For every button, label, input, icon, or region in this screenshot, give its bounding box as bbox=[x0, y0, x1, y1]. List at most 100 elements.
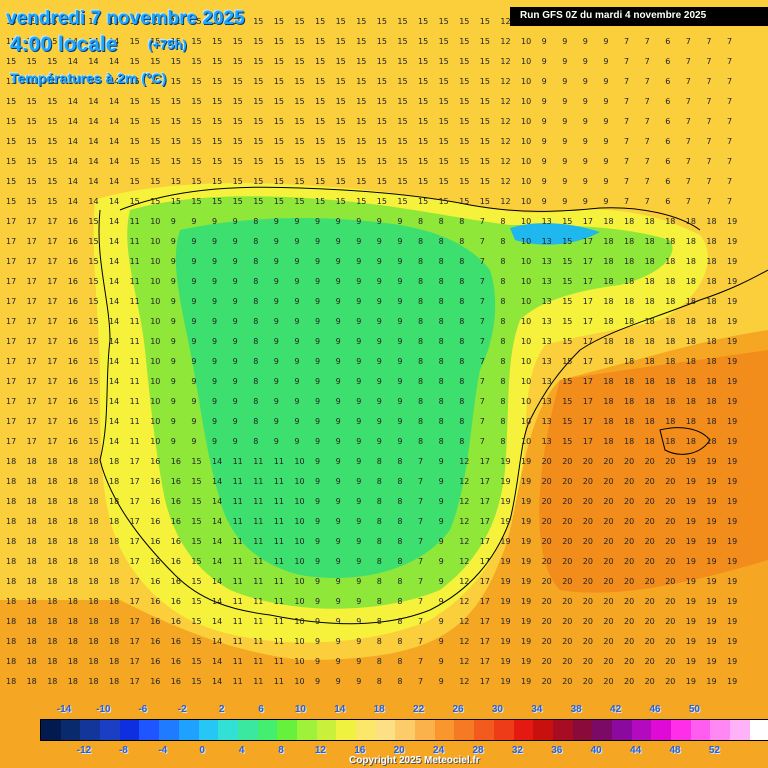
grid-value: 16 bbox=[68, 237, 78, 246]
grid-value: 18 bbox=[47, 657, 57, 666]
grid-value: 8 bbox=[459, 437, 464, 446]
grid-value: 8 bbox=[377, 597, 382, 606]
grid-value: 20 bbox=[624, 617, 634, 626]
grid-value: 18 bbox=[706, 377, 716, 386]
grid-value: 19 bbox=[686, 617, 696, 626]
grid-value: 15 bbox=[356, 97, 366, 106]
grid-value: 9 bbox=[315, 577, 320, 586]
grid-value: 18 bbox=[47, 597, 57, 606]
grid-value: 20 bbox=[665, 557, 675, 566]
grid-value: 14 bbox=[212, 677, 222, 686]
grid-value: 18 bbox=[88, 497, 98, 506]
grid-value: 9 bbox=[439, 557, 444, 566]
grid-value: 18 bbox=[47, 617, 57, 626]
grid-value: 20 bbox=[624, 657, 634, 666]
grid-value: 18 bbox=[665, 297, 675, 306]
scale-swatch bbox=[611, 720, 632, 740]
scale-label-bottom: 48 bbox=[669, 745, 681, 756]
grid-value: 7 bbox=[418, 517, 423, 526]
scale-label-bottom: 4 bbox=[238, 745, 245, 756]
grid-value: 12 bbox=[459, 597, 469, 606]
grid-value: 11 bbox=[130, 437, 140, 446]
grid-value: 11 bbox=[130, 317, 140, 326]
grid-value: 7 bbox=[727, 97, 732, 106]
grid-value: 9 bbox=[542, 117, 547, 126]
grid-value: 15 bbox=[377, 177, 387, 186]
grid-value: 15 bbox=[47, 197, 57, 206]
grid-value: 15 bbox=[191, 537, 201, 546]
grid-value: 8 bbox=[377, 577, 382, 586]
grid-value: 10 bbox=[521, 297, 531, 306]
grid-value: 15 bbox=[6, 197, 16, 206]
grid-value: 17 bbox=[27, 377, 37, 386]
grid-value: 9 bbox=[294, 417, 299, 426]
grid-value: 8 bbox=[418, 217, 423, 226]
grid-value: 16 bbox=[171, 617, 181, 626]
grid-value: 15 bbox=[397, 77, 407, 86]
scale-swatch bbox=[218, 720, 238, 740]
grid-value: 9 bbox=[191, 257, 196, 266]
grid-value: 15 bbox=[336, 57, 346, 66]
grid-value: 7 bbox=[480, 277, 485, 286]
grid-value: 17 bbox=[6, 317, 16, 326]
grid-value: 15 bbox=[336, 197, 346, 206]
grid-value: 15 bbox=[191, 557, 201, 566]
grid-value: 15 bbox=[212, 157, 222, 166]
grid-value: 15 bbox=[439, 37, 449, 46]
grid-value: 20 bbox=[542, 517, 552, 526]
grid-value: 15 bbox=[397, 117, 407, 126]
grid-value: 17 bbox=[583, 237, 593, 246]
grid-value: 15 bbox=[88, 277, 98, 286]
grid-value: 8 bbox=[253, 277, 258, 286]
grid-value: 20 bbox=[645, 677, 655, 686]
grid-value: 15 bbox=[274, 137, 284, 146]
grid-value: 15 bbox=[377, 37, 387, 46]
grid-value: 18 bbox=[706, 237, 716, 246]
grid-value: 11 bbox=[130, 377, 140, 386]
grid-value: 14 bbox=[109, 417, 119, 426]
grid-value: 9 bbox=[274, 357, 279, 366]
grid-value: 15 bbox=[459, 77, 469, 86]
grid-value: 8 bbox=[500, 357, 505, 366]
grid-value: 17 bbox=[47, 417, 57, 426]
grid-value: 15 bbox=[336, 177, 346, 186]
grid-value: 9 bbox=[171, 337, 176, 346]
grid-value: 8 bbox=[253, 297, 258, 306]
grid-value: 9 bbox=[336, 497, 341, 506]
grid-value: 7 bbox=[624, 177, 629, 186]
grid-value: 18 bbox=[47, 457, 57, 466]
grid-value: 9 bbox=[315, 257, 320, 266]
grid-value: 15 bbox=[315, 197, 325, 206]
grid-value: 8 bbox=[500, 317, 505, 326]
grid-value: 12 bbox=[459, 657, 469, 666]
grid-value: 18 bbox=[88, 517, 98, 526]
grid-value: 8 bbox=[377, 657, 382, 666]
grid-value: 20 bbox=[562, 517, 572, 526]
grid-value: 17 bbox=[583, 417, 593, 426]
grid-value: 18 bbox=[645, 357, 655, 366]
grid-value: 15 bbox=[253, 37, 263, 46]
grid-value: 11 bbox=[274, 537, 284, 546]
grid-value: 19 bbox=[500, 637, 510, 646]
grid-value: 15 bbox=[274, 117, 284, 126]
grid-value: 17 bbox=[130, 597, 140, 606]
grid-value: 12 bbox=[459, 557, 469, 566]
grid-value: 17 bbox=[6, 237, 16, 246]
grid-value: 9 bbox=[191, 417, 196, 426]
grid-value: 7 bbox=[645, 57, 650, 66]
color-scale bbox=[40, 719, 768, 741]
grid-value: 15 bbox=[294, 37, 304, 46]
grid-value: 17 bbox=[27, 357, 37, 366]
grid-value: 18 bbox=[88, 577, 98, 586]
grid-value: 8 bbox=[253, 437, 258, 446]
grid-value: 15 bbox=[336, 97, 346, 106]
grid-value: 15 bbox=[130, 177, 140, 186]
grid-value: 9 bbox=[233, 217, 238, 226]
grid-value: 15 bbox=[233, 97, 243, 106]
grid-value: 20 bbox=[542, 577, 552, 586]
grid-value: 17 bbox=[27, 257, 37, 266]
grid-value: 7 bbox=[624, 97, 629, 106]
grid-value: 16 bbox=[150, 537, 160, 546]
grid-value: 8 bbox=[439, 217, 444, 226]
grid-value: 9 bbox=[377, 317, 382, 326]
